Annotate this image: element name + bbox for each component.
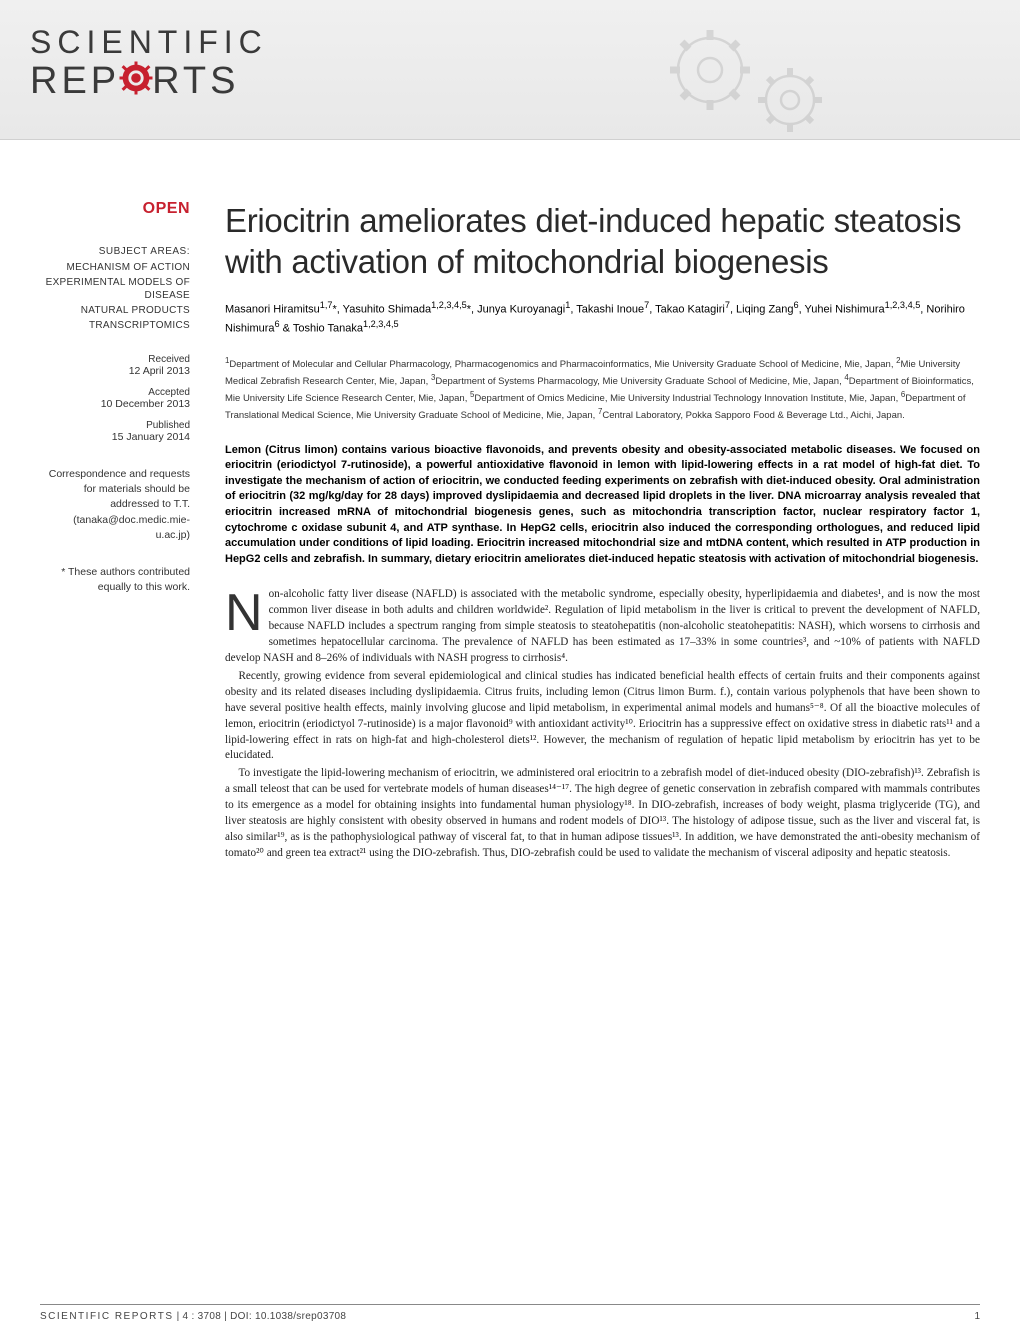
accepted-label: Accepted xyxy=(40,387,190,398)
published-label: Published xyxy=(40,420,190,431)
correspondence-block: Correspondence and requests for material… xyxy=(40,467,190,543)
body-paragraph: Non-alcoholic fatty liver disease (NAFLD… xyxy=(225,587,980,667)
body-paragraph: To investigate the lipid-lowering mechan… xyxy=(225,766,980,861)
dropcap: N xyxy=(225,587,269,635)
subject-areas-heading: SUBJECT AREAS: xyxy=(40,246,190,257)
published-date: 15 January 2014 xyxy=(40,431,190,443)
page-footer: SCIENTIFIC REPORTS | 4 : 3708 | DOI: 10.… xyxy=(40,1304,980,1322)
decorative-gears-icon xyxy=(650,30,850,145)
article-main: Eriocitrin ameliorates diet-induced hepa… xyxy=(210,200,980,864)
article-title: Eriocitrin ameliorates diet-induced hepa… xyxy=(225,200,980,283)
page-number: 1 xyxy=(974,1311,980,1322)
abstract: Lemon (Citrus limon) contains various bi… xyxy=(225,443,980,568)
received-date: 12 April 2013 xyxy=(40,365,190,377)
gear-icon xyxy=(118,60,154,106)
journal-header: SCIENTIFIC REPRTS xyxy=(0,0,1020,140)
footer-citation: SCIENTIFIC REPORTS | 4 : 3708 | DOI: 10.… xyxy=(40,1311,346,1322)
body-paragraph: Recently, growing evidence from several … xyxy=(225,669,980,764)
article-sidebar: OPEN SUBJECT AREAS: MECHANISM OF ACTION … xyxy=(40,200,210,864)
subject-item: NATURAL PRODUCTS xyxy=(40,304,190,317)
equal-contribution-note: * These authors contributed equally to t… xyxy=(40,565,190,595)
article-body: Non-alcoholic fatty liver disease (NAFLD… xyxy=(225,587,980,861)
received-label: Received xyxy=(40,354,190,365)
subject-item: TRANSCRIPTOMICS xyxy=(40,319,190,332)
accepted-date: 10 December 2013 xyxy=(40,398,190,410)
page-content: OPEN SUBJECT AREAS: MECHANISM OF ACTION … xyxy=(0,140,1020,884)
affiliation-list: 1Department of Molecular and Cellular Ph… xyxy=(225,355,980,423)
dates-block: Received 12 April 2013 Accepted 10 Decem… xyxy=(40,354,190,443)
subject-item: EXPERIMENTAL MODELS OF DISEASE xyxy=(40,276,190,302)
subject-item: MECHANISM OF ACTION xyxy=(40,261,190,274)
author-list: Masanori Hiramitsu1,7*, Yasuhito Shimada… xyxy=(225,299,980,337)
open-access-badge: OPEN xyxy=(40,200,190,218)
